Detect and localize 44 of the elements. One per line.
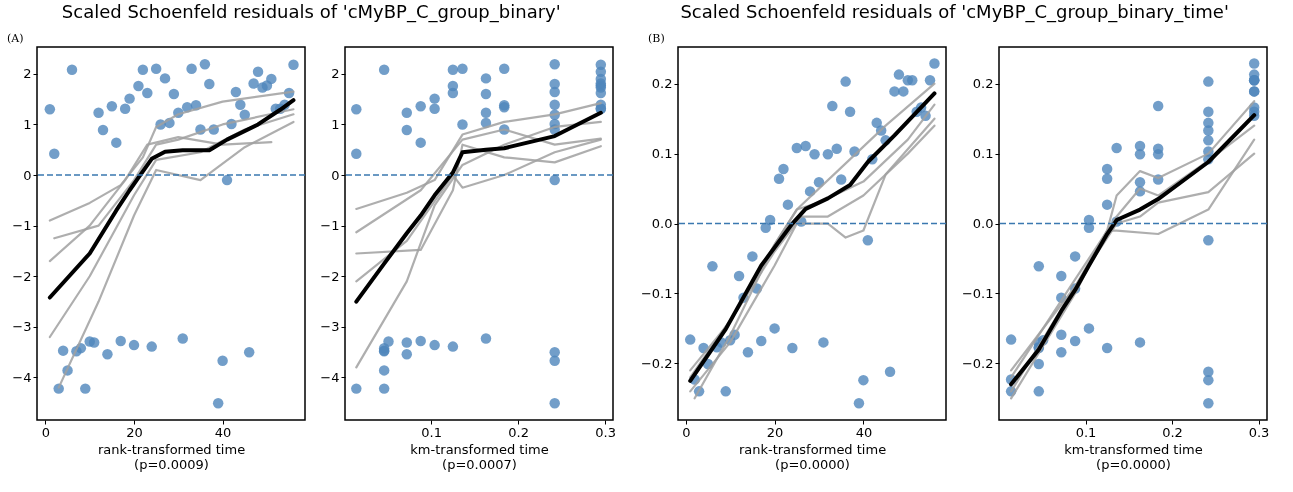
text: (A) <box>7 32 24 45</box>
y-tick-label: −0.1 <box>961 285 994 301</box>
y-tick-label: 1 <box>331 116 340 132</box>
x-tick-label: 40 <box>855 424 873 440</box>
x-axis-title: rank-transformed time (p=0.0000) <box>738 441 887 472</box>
x-tick-label: 40 <box>214 424 232 440</box>
x-tick-label: 0.3 <box>595 424 617 440</box>
x-tick-label: 20 <box>126 424 143 440</box>
x-tick-label: 0 <box>41 424 51 440</box>
chart-title: Scaled Schoenfeld residuals of 'cMyBP_C_group_binary' <box>61 1 561 24</box>
y-tick-label: −3 <box>320 319 340 335</box>
y-tick-label: −3 <box>12 319 32 335</box>
x-axis-title: km-transformed time (p=0.0000) <box>1064 441 1203 472</box>
y-tick-label: 0.2 <box>972 76 994 92</box>
x-tick-label: 0 <box>682 424 691 440</box>
y-tick-label: 0.1 <box>651 146 673 162</box>
y-tick-label: 0 <box>23 167 32 183</box>
x-tick-label: 20 <box>766 424 784 440</box>
x-tick-label: 0.1 <box>421 424 442 440</box>
x-tick-label: 0.2 <box>1162 424 1183 440</box>
y-tick-label: 0 <box>331 167 340 183</box>
y-tick-label: 0.0 <box>651 216 673 232</box>
x-axis-title: rank-transformed time (p=0.0009) <box>97 441 246 472</box>
y-tick-label: −1 <box>12 218 32 234</box>
y-tick-label: −0.1 <box>640 285 673 301</box>
y-tick-label: −1 <box>320 218 340 234</box>
y-tick-label: 0.1 <box>972 146 994 162</box>
y-tick-label: −2 <box>12 268 32 284</box>
y-tick-label: 2 <box>23 66 32 82</box>
chart-title: Scaled Schoenfeld residuals of 'cMyBP_C_group_binary_time' <box>680 1 1229 24</box>
x-tick-label: 0.2 <box>508 424 529 440</box>
y-tick-label: −2 <box>320 268 340 284</box>
y-tick-label: 0.0 <box>972 216 994 232</box>
y-tick-label: −0.2 <box>961 355 994 371</box>
y-tick-label: 2 <box>331 66 340 82</box>
x-tick-label: 0.3 <box>1248 424 1270 440</box>
y-tick-label: 1 <box>23 116 32 132</box>
text: (B) <box>648 32 665 45</box>
x-tick-label: 0.1 <box>1075 424 1097 440</box>
y-tick-label: −0.2 <box>640 355 673 371</box>
y-tick-label: −4 <box>320 369 340 385</box>
y-tick-label: −4 <box>12 369 32 385</box>
y-tick-label: 0.2 <box>651 76 673 92</box>
x-axis-title: km-transformed time (p=0.0007) <box>410 441 549 472</box>
